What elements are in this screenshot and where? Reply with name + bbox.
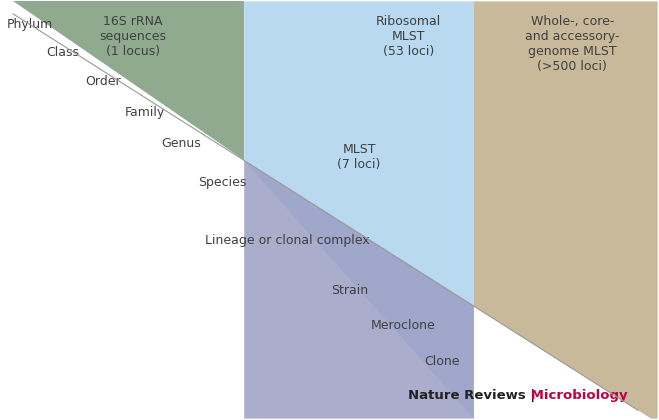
Text: Strain: Strain (331, 284, 368, 297)
Text: MLST
(7 loci): MLST (7 loci) (337, 143, 381, 171)
Text: Whole-, core-
and accessory-
genome MLST
(>500 loci): Whole-, core- and accessory- genome MLST… (525, 15, 619, 73)
Text: Lineage or clonal complex: Lineage or clonal complex (205, 234, 370, 247)
Text: Nature Reviews |: Nature Reviews | (408, 389, 536, 402)
Text: Family: Family (125, 106, 165, 119)
Text: Clone: Clone (424, 354, 460, 368)
Polygon shape (13, 1, 244, 160)
Text: Species: Species (198, 176, 246, 189)
Text: Ribosomal
MLST
(53 loci): Ribosomal MLST (53 loci) (376, 15, 441, 58)
Polygon shape (244, 160, 474, 419)
Text: Phylum: Phylum (7, 18, 53, 31)
Text: 16S rRNA
sequences
(1 locus): 16S rRNA sequences (1 locus) (99, 15, 166, 58)
Text: Genus: Genus (161, 137, 200, 150)
Polygon shape (474, 1, 658, 419)
Text: Microbiology: Microbiology (527, 389, 628, 402)
Text: Class: Class (46, 46, 79, 59)
Polygon shape (244, 1, 474, 419)
Text: Meroclone: Meroclone (371, 319, 436, 332)
Text: Order: Order (86, 75, 121, 88)
